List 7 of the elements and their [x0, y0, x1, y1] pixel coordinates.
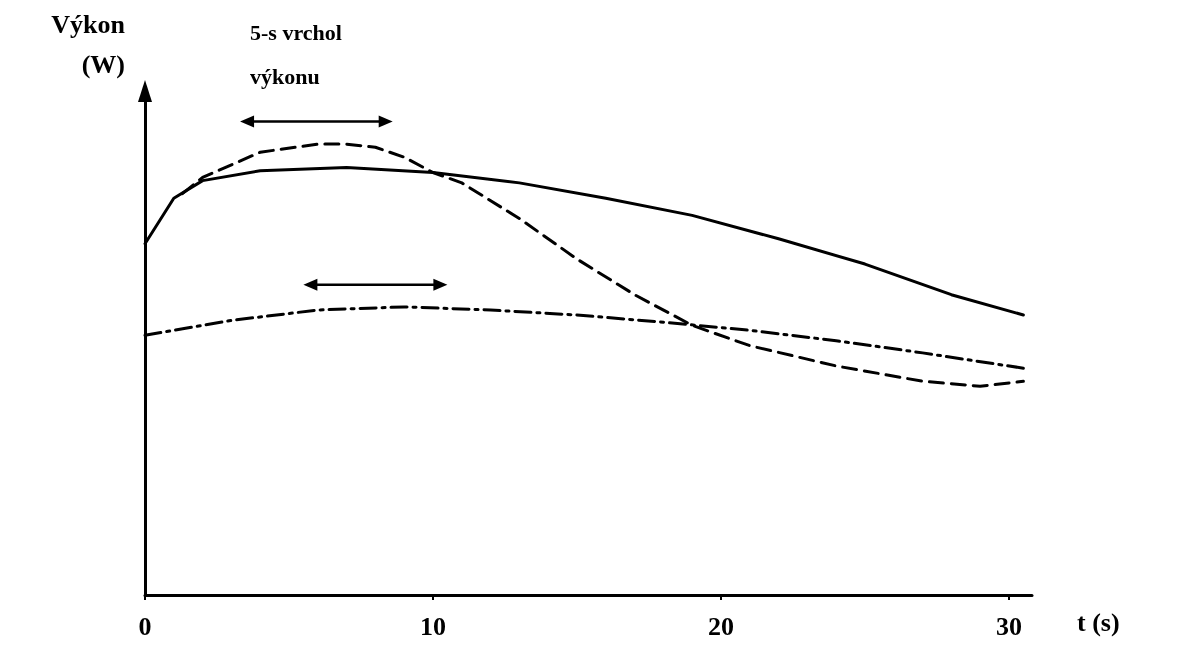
- x-tick-label: 20: [707, 611, 734, 641]
- text: 5-s vrchol výkonu: [250, 19, 348, 89]
- x-tick-label: 30: [995, 611, 1022, 641]
- x-axis-title: t (s): [1077, 607, 1120, 637]
- x-tick-label: 10: [419, 611, 446, 641]
- x-tick-label: 0: [138, 611, 152, 641]
- y-axis-title: Výkon (W): [51, 9, 126, 79]
